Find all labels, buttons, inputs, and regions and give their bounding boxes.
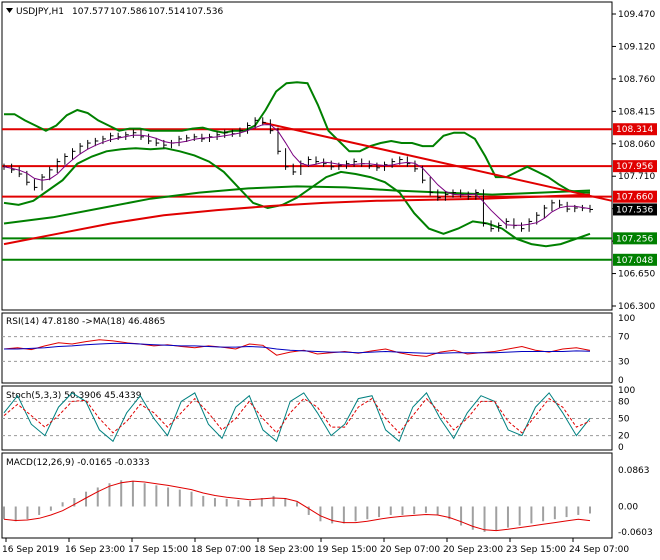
level-badge-label: 108.314 <box>616 125 653 135</box>
rsi-line <box>3 339 591 357</box>
bollinger-lower-band <box>3 147 591 248</box>
level-badge <box>613 253 657 266</box>
fast-moving-average <box>3 124 591 226</box>
macd-y-tick-label: -0.0603 <box>618 528 653 538</box>
rsi-panel-frame <box>1 312 613 384</box>
time-tick-label: 19 Sep 15:00 <box>317 545 377 555</box>
price-open: 107.577 <box>72 7 109 17</box>
stoch-y-tick-label: 80 <box>618 397 630 407</box>
macd-title: MACD(12,26,9) -0.0165 -0.0333 <box>6 458 150 468</box>
level-badge <box>613 190 657 203</box>
price-y-tick-label: 106.300 <box>618 302 655 312</box>
rsi-plot: 100 70 30 0 <box>2 314 635 386</box>
level-badge-label: 107.048 <box>616 256 653 266</box>
time-tick-label: 17 Sep 15:00 <box>128 545 188 555</box>
rsi-y-tick-label: 70 <box>618 333 630 343</box>
price-high: 107.586 <box>110 7 147 17</box>
price-y-tick-label: 108.060 <box>618 140 655 150</box>
level-badge <box>613 203 657 216</box>
level-badge-label: 107.660 <box>616 193 653 203</box>
price-y-tick-label: 108.415 <box>618 107 655 117</box>
moving-average-red <box>3 193 591 246</box>
price-title-group: USDJPY,H1 107.577 107.586 107.514 107.53… <box>6 7 223 17</box>
price-y-tick-label: 108.760 <box>618 75 655 85</box>
rsi-ma-line <box>4 342 591 354</box>
time-tick-label: 24 Sep 07:00 <box>569 545 629 555</box>
dropdown-arrow-icon[interactable] <box>6 8 13 13</box>
stoch-y-tick-label: 0 <box>618 443 624 453</box>
rsi-y-tick-label: 100 <box>618 314 635 324</box>
price-y-tick-label: 109.470 <box>618 10 655 20</box>
moving-average-green <box>3 185 591 225</box>
stoch-y-tick-label: 50 <box>618 415 630 425</box>
price-axis: 109.470 109.120 108.760 108.415 108.060 107.7… <box>612 10 657 312</box>
price-y-tick-label: 106.650 <box>618 270 655 280</box>
macd-signal-line <box>3 480 591 532</box>
stoch-signal-line <box>3 397 591 434</box>
level-badge-label: 107.956 <box>616 162 653 172</box>
time-tick-label: 18 Sep 23:00 <box>254 545 314 555</box>
bollinger-upper-band <box>4 81 590 194</box>
price-symbol-title: USDJPY,H1 <box>16 7 64 17</box>
stoch-title: Stoch(5,3,3) 50.3906 45.4339 <box>6 391 142 401</box>
rsi-title: RSI(14) 47.8180 ->MA(18) 46.4865 <box>6 317 165 327</box>
time-tick-label: 18 Sep 07:00 <box>191 545 251 555</box>
trend-line <box>261 121 613 202</box>
macd-panel-frame <box>1 452 613 539</box>
level-badge <box>613 123 657 136</box>
level-badge <box>613 232 657 245</box>
price-y-tick-label: 109.120 <box>618 42 655 52</box>
macd-plot: 0.0863 0.00 -0.0603 <box>3 466 653 538</box>
price-plot <box>2 81 613 261</box>
rsi-y-tick-label: 30 <box>618 357 630 367</box>
price-y-tick-label: 107.710 <box>618 172 655 182</box>
level-badge-label: 107.256 <box>616 234 653 244</box>
stoch-y-tick-label: 20 <box>618 432 630 442</box>
stoch-panel-frame <box>1 385 613 451</box>
stoch-y-tick-label: 100 <box>618 386 635 396</box>
time-tick-label: 16 Sep 2019 <box>2 545 59 555</box>
stoch-main-line <box>3 392 591 443</box>
time-tick-label: 20 Sep 23:00 <box>443 545 503 555</box>
time-tick-label: 20 Sep 07:00 <box>380 545 440 555</box>
level-badge-label: 107.536 <box>616 205 653 215</box>
price-low: 107.514 <box>148 7 185 17</box>
price-panel-frame <box>1 1 613 311</box>
time-tick-label: 16 Sep 23:00 <box>65 545 125 555</box>
time-axis: 16 Sep 2019 16 Sep 23:00 17 Sep 15:00 18 Se… <box>2 538 629 555</box>
level-badge <box>613 160 657 173</box>
rsi-y-tick-label: 0 <box>618 376 624 386</box>
macd-y-tick-label: 0.0863 <box>618 466 650 476</box>
price-close: 107.536 <box>186 7 223 17</box>
macd-y-tick-label: 0.00 <box>618 502 638 512</box>
time-tick-label: 23 Sep 15:00 <box>506 545 566 555</box>
